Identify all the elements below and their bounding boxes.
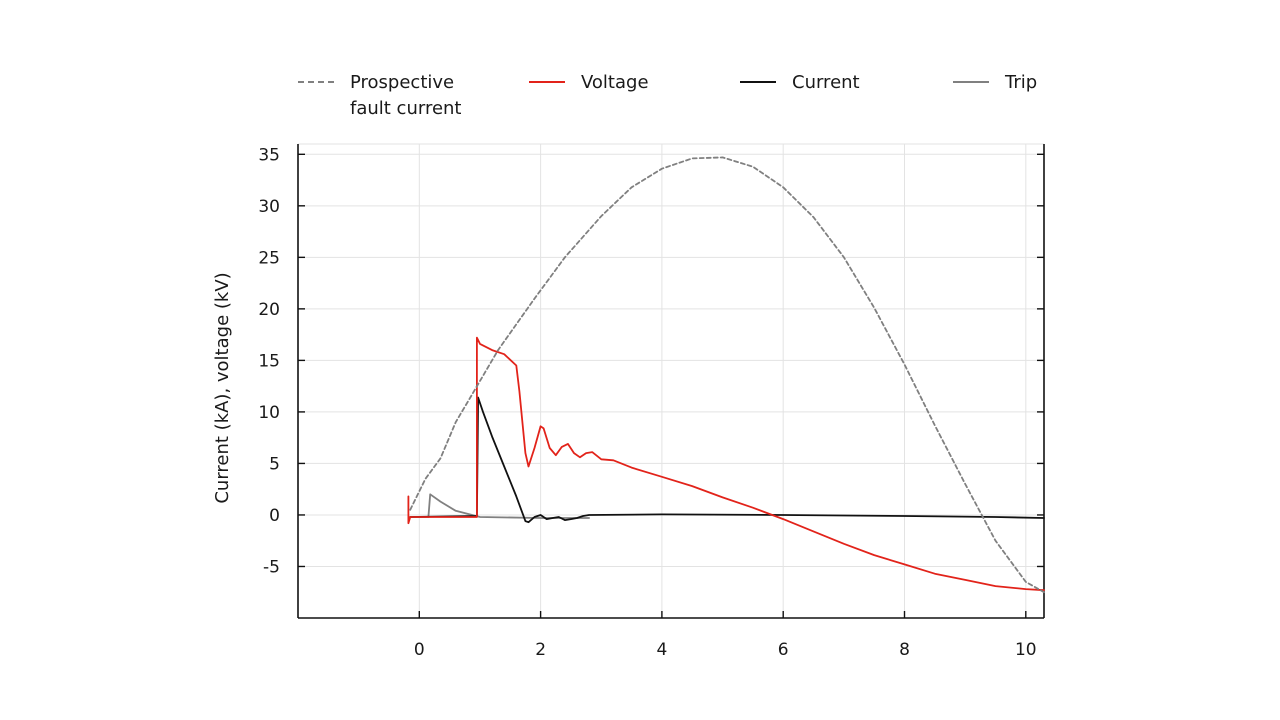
x-tick-label: 6	[778, 640, 789, 660]
series-line-trip	[409, 493, 590, 519]
x-tick-label: 0	[414, 640, 425, 660]
legend-swatch-prospective	[298, 81, 334, 83]
legend-item-current: Current	[740, 70, 860, 96]
series-line-current	[409, 396, 1045, 524]
y-tick-label: 10	[258, 403, 280, 423]
x-tick-label: 8	[899, 640, 910, 660]
legend-label-prospective: Prospective fault current	[350, 72, 462, 119]
y-tick-label: 15	[258, 351, 280, 371]
x-tick-label: 10	[1015, 640, 1037, 660]
legend-label-trip: Trip	[1005, 72, 1038, 93]
legend-label-current: Current	[792, 72, 860, 93]
x-tick-label: 2	[535, 640, 546, 660]
y-tick-label: 35	[258, 145, 280, 165]
y-axis-label: Current (kA), voltage (kV)	[212, 272, 233, 503]
series-line-voltage	[407, 336, 1045, 592]
y-tick-label: 25	[258, 248, 280, 268]
legend-item-voltage: Voltage	[529, 70, 649, 96]
series-layer	[407, 156, 1045, 594]
y-tick-label: 20	[258, 300, 280, 320]
series-line-prospective-fault-current	[409, 156, 1045, 594]
legend-swatch-voltage	[529, 81, 565, 83]
grid	[298, 143, 1044, 618]
x-tick-label: 4	[656, 640, 667, 660]
ticks: -5 0 5 10 15 20 25 30 35 0 2 4 6 8 10	[258, 145, 1044, 660]
y-tick-label: 0	[269, 506, 280, 526]
legend-item-trip: Trip	[953, 70, 1037, 96]
legend-label-voltage: Voltage	[581, 72, 649, 93]
y-tick-label: 30	[258, 197, 280, 217]
legend-swatch-trip	[953, 81, 989, 83]
legend-swatch-current	[740, 81, 776, 83]
y-tick-label: -5	[263, 557, 280, 577]
legend-item-prospective: Prospective fault current	[298, 70, 462, 122]
y-tick-label: 5	[269, 454, 280, 474]
axes	[297, 144, 1045, 619]
